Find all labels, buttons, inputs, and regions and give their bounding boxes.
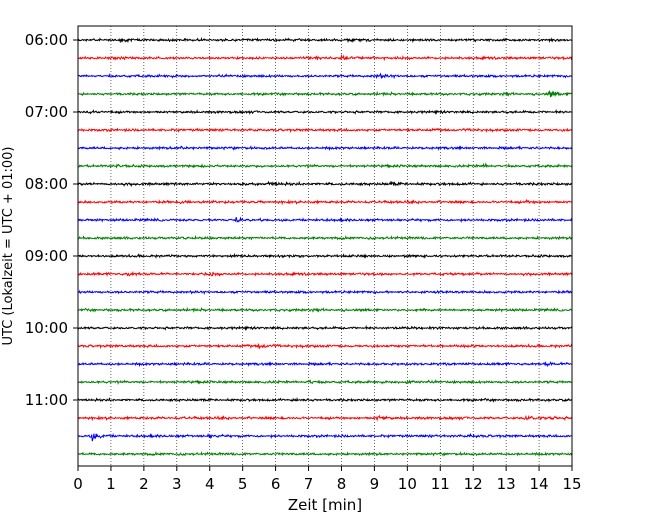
y-tick-label-0600: 06:00	[25, 31, 68, 49]
x-tick-label-11: 11	[431, 475, 450, 493]
x-tick-label-15: 15	[562, 475, 581, 493]
x-tick-label-1: 1	[106, 475, 116, 493]
y-tick-label-0700: 07:00	[25, 103, 68, 121]
trace-1045	[77, 379, 573, 385]
x-tick-label-12: 12	[464, 475, 483, 493]
x-tick-label-0: 0	[73, 475, 83, 493]
trace-1100	[77, 397, 573, 403]
trace-0915	[77, 270, 573, 278]
y-axis: 06:00 07:00 08:00 09:00 10:00 11:00	[25, 31, 78, 409]
trace-0945	[77, 306, 573, 313]
trace-0815	[77, 198, 573, 206]
x-tick-label-14: 14	[530, 475, 549, 493]
x-tick-label-3: 3	[172, 475, 182, 493]
x-tick-label-5: 5	[238, 475, 248, 493]
trace-0700	[77, 109, 573, 115]
x-tick-label-9: 9	[370, 475, 380, 493]
x-axis: 0 1 2 3 4 5 6 7 8 9 10 11 12 13 14 15	[73, 466, 582, 493]
x-tick-label-7: 7	[304, 475, 314, 493]
trace-layer	[77, 37, 573, 458]
trace-0900	[77, 252, 573, 259]
trace-0715	[77, 127, 573, 134]
trace-1115	[77, 414, 573, 422]
trace-1130	[77, 432, 573, 442]
trace-1145	[77, 450, 573, 458]
trace-1030	[77, 361, 573, 368]
trace-0930	[77, 289, 573, 295]
y-tick-label-1100: 11:00	[25, 391, 68, 409]
trace-0745	[77, 162, 573, 169]
trace-0845	[77, 234, 573, 241]
y-tick-label-0800: 08:00	[25, 175, 68, 193]
trace-1000	[77, 325, 573, 331]
x-tick-label-8: 8	[337, 475, 347, 493]
trace-0730	[77, 145, 573, 152]
x-axis-label: Zeit [min]	[288, 496, 362, 514]
y-axis-label: UTC (Lokalzeit = UTC + 01:00)	[1, 147, 16, 346]
y-tick-label-1000: 10:00	[25, 319, 68, 337]
y-tick-label-0900: 09:00	[25, 247, 68, 265]
x-tick-label-2: 2	[139, 475, 149, 493]
x-tick-label-10: 10	[398, 475, 417, 493]
grid-layer	[110, 26, 540, 466]
trace-1015	[77, 342, 573, 350]
trace-0615	[77, 53, 573, 62]
trace-0830	[77, 216, 573, 223]
x-tick-label-6: 6	[271, 475, 281, 493]
x-tick-label-4: 4	[205, 475, 215, 493]
trace-0630	[77, 72, 573, 80]
plot-frame	[77, 25, 573, 467]
trace-0645	[77, 90, 573, 98]
trace-0600	[77, 37, 573, 44]
trace-0800	[77, 180, 573, 188]
x-tick-label-13: 13	[497, 475, 516, 493]
